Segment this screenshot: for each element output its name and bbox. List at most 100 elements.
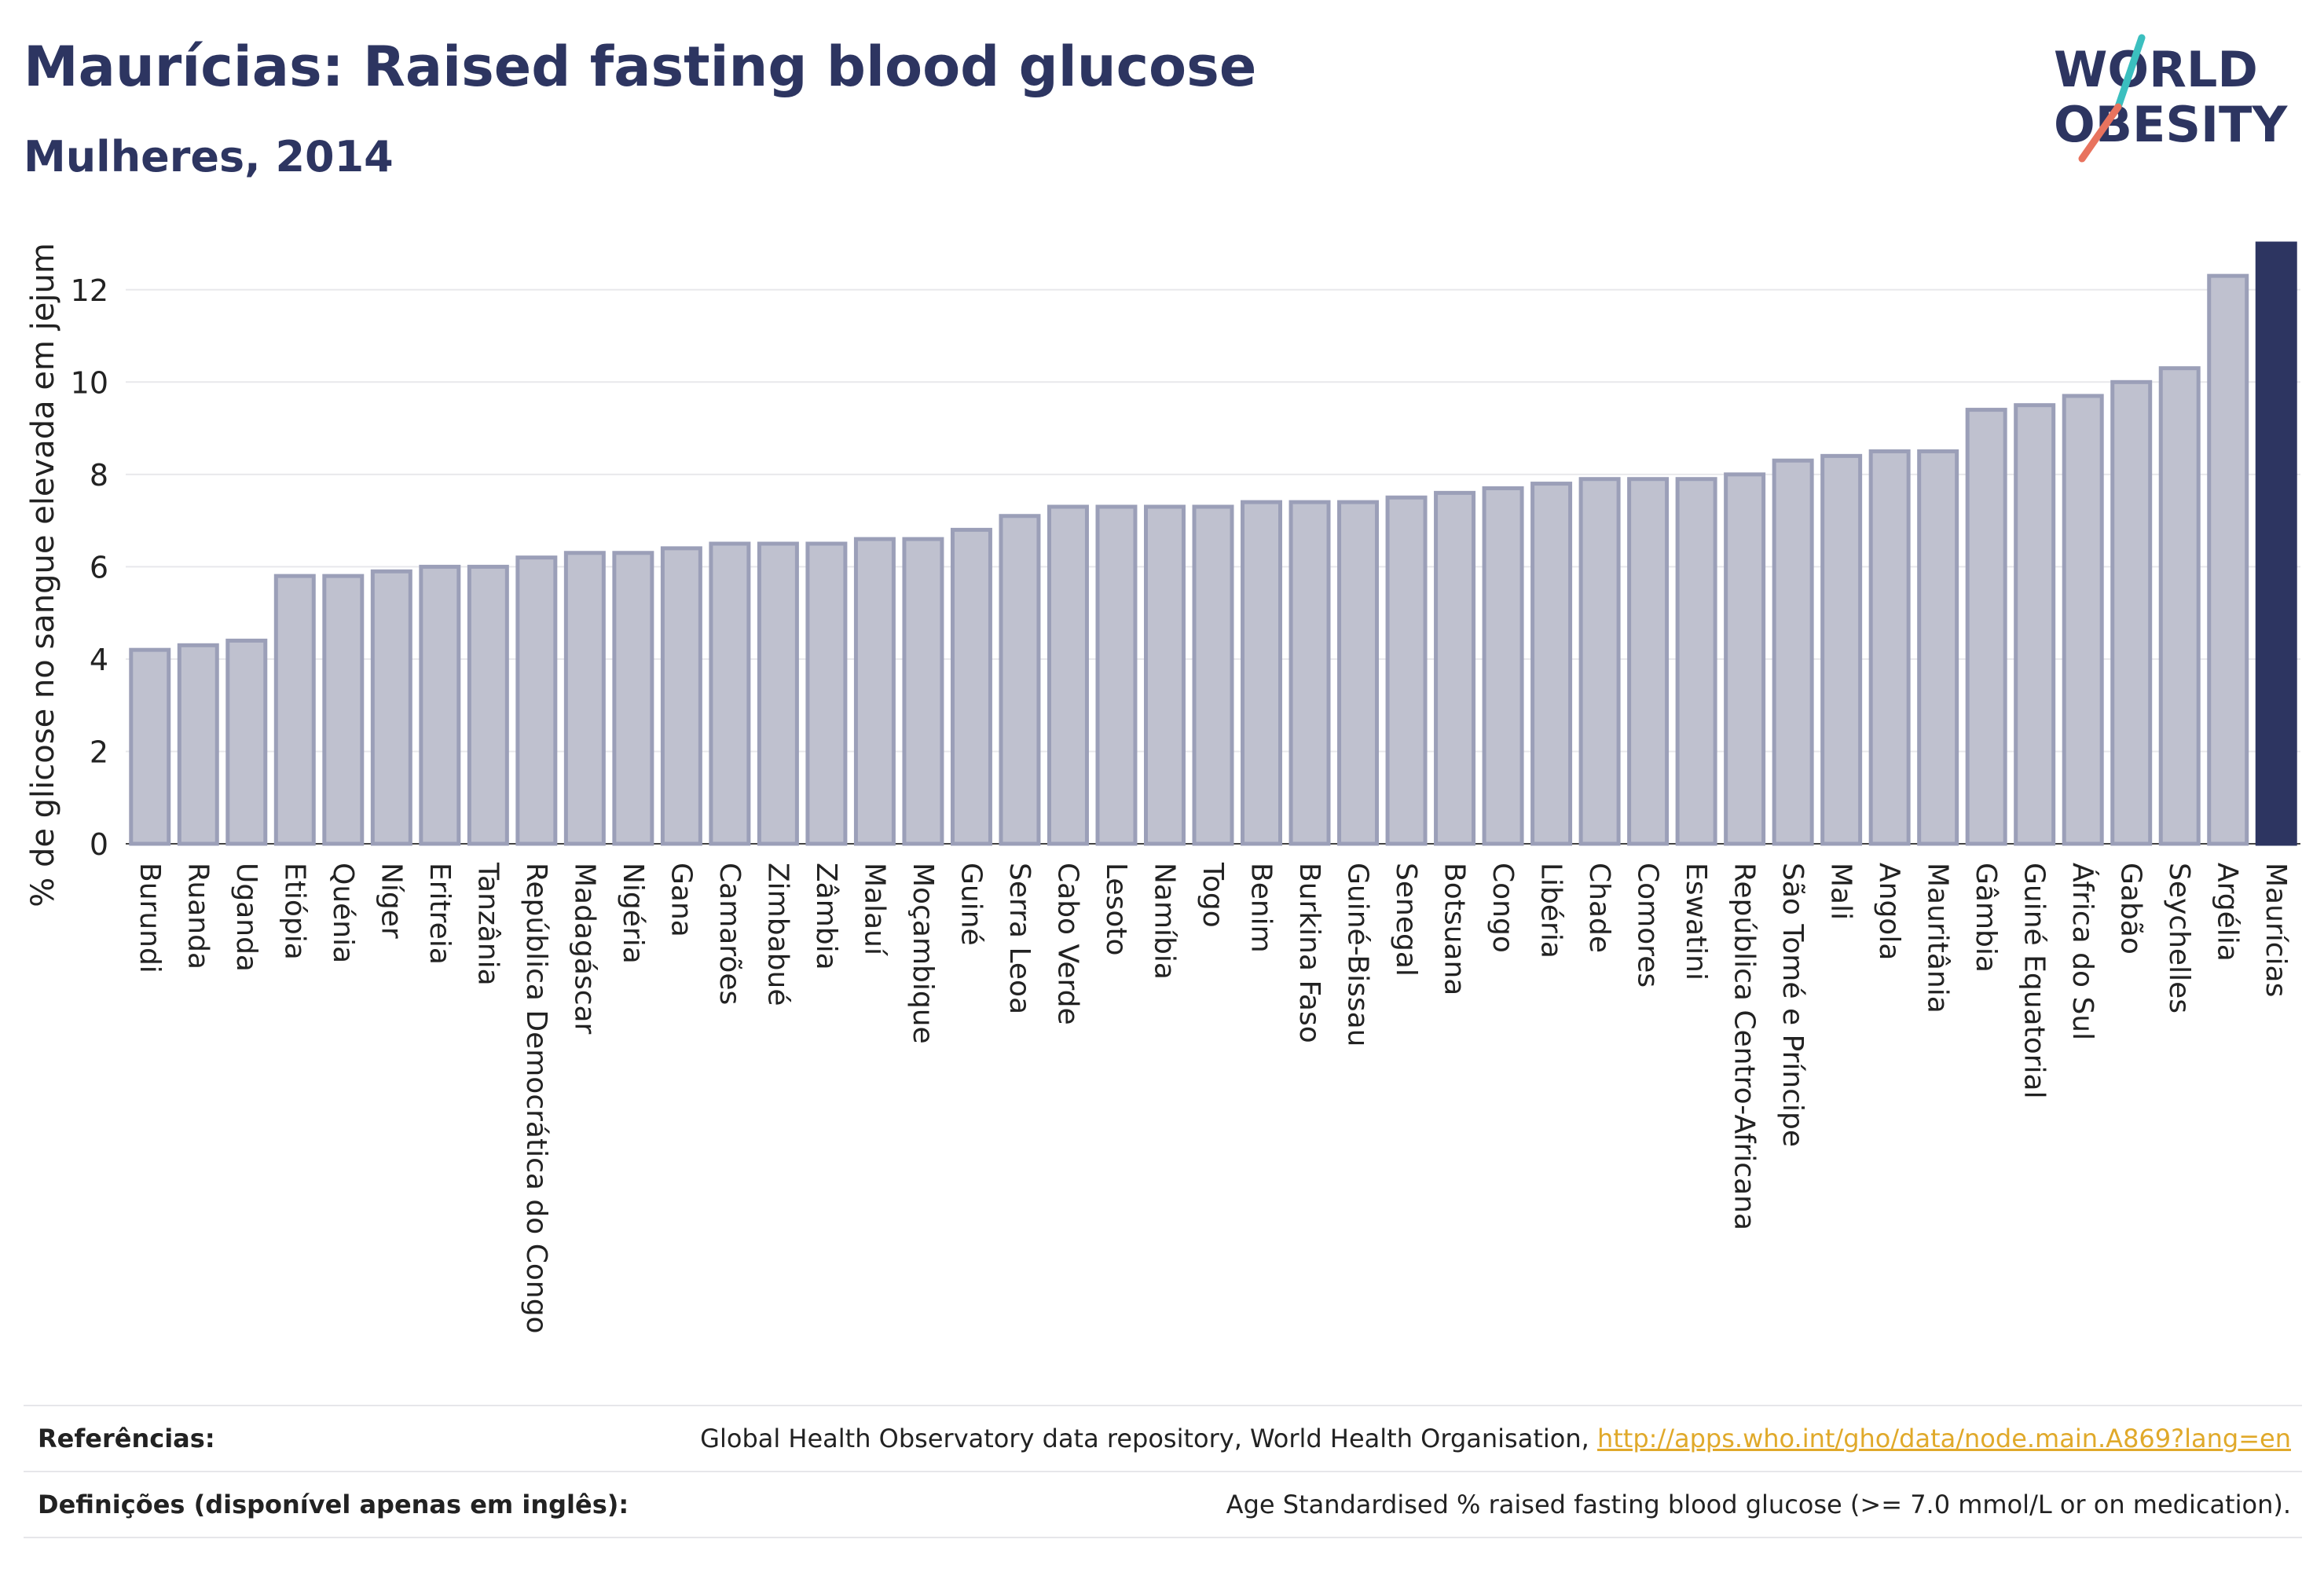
definitions-label: Definições (disponível apenas em inglês)…	[38, 1490, 629, 1519]
bar	[2110, 379, 2153, 846]
references-value: Global Health Observatory data repositor…	[700, 1424, 2302, 1453]
references-link[interactable]: http://apps.who.int/gho/data/node.main.A…	[1596, 1424, 2291, 1453]
x-tick-label: Camarões	[713, 863, 746, 1005]
bar	[1578, 477, 1621, 846]
x-tick-label: Tanzânia	[471, 862, 504, 986]
x-tick-label: Seychelles	[2163, 863, 2195, 1013]
bar	[1868, 449, 1911, 846]
x-tick-label: Lesoto	[1100, 863, 1132, 956]
x-tick-label: Botsuana	[1439, 863, 1471, 995]
bar	[853, 537, 896, 846]
bar	[1192, 504, 1234, 846]
bar	[225, 638, 268, 846]
bar	[1047, 504, 1089, 846]
y-tick-label: 2	[90, 735, 108, 769]
x-tick-label: Zâmbia	[810, 863, 842, 970]
x-tick-label: Guiné-Bissau	[1342, 863, 1374, 1046]
y-tick-label: 4	[90, 643, 108, 677]
x-tick-label: Gabão	[2115, 863, 2147, 955]
x-tick-label: Togo	[1197, 862, 1229, 928]
bar	[902, 537, 944, 846]
bar	[709, 541, 751, 846]
y-tick-label: 6	[90, 550, 108, 585]
bar	[1337, 500, 1380, 846]
bar	[1241, 500, 1283, 846]
bar	[322, 574, 365, 846]
x-tick-label: Gana	[665, 863, 697, 937]
x-tick-label: Burundi	[134, 863, 166, 973]
x-tick-label: Nigéria	[617, 863, 649, 964]
logo-slash-teal	[2114, 34, 2146, 111]
bar	[1434, 490, 1476, 846]
x-tick-label: Angola	[1873, 863, 1905, 960]
bar	[1675, 477, 1717, 846]
bar	[660, 546, 702, 846]
x-tick-label: Burkina Faso	[1293, 863, 1325, 1043]
x-tick-label: São Tomé e Príncipe	[1776, 863, 1809, 1147]
y-tick-label: 0	[90, 827, 108, 862]
x-tick-label: Namíbia	[1148, 863, 1180, 980]
bar	[805, 541, 848, 846]
x-tick-label: Guiné Equatorial	[2018, 863, 2051, 1099]
y-tick-label: 12	[71, 273, 108, 308]
x-tick-label: Níger	[375, 863, 407, 939]
x-tick-label: Malauí	[858, 863, 890, 956]
references-text: Global Health Observatory data repositor…	[700, 1424, 1597, 1453]
world-obesity-logo[interactable]: WORLD OBESITY	[2043, 31, 2310, 173]
x-tick-label: Ruanda	[181, 863, 214, 969]
x-tick-label: Cabo Verde	[1051, 863, 1083, 1025]
bar	[1627, 477, 1670, 846]
definitions-row: Definições (disponível apenas em inglês)…	[24, 1471, 2302, 1538]
bar	[370, 569, 412, 846]
bar	[612, 551, 654, 846]
y-tick-label: 8	[90, 458, 108, 493]
x-tick-label: Mauritânia	[1922, 863, 1954, 1013]
x-tick-label: Zimbabué	[761, 863, 794, 1006]
bar	[1385, 495, 1428, 846]
x-tick-label: Libéria	[1535, 863, 1567, 958]
x-tick-label: Congo	[1486, 863, 1519, 953]
x-tick-label: Mali	[1825, 863, 1857, 920]
x-tick-label: Maurícias	[2260, 863, 2292, 997]
definitions-text: Age Standardised % raised fasting blood …	[1226, 1490, 2291, 1519]
x-tick-label: Etiópia	[278, 863, 310, 960]
x-tick-label: Eswatini	[1680, 863, 1712, 980]
x-tick-label: República Centro-Africana	[1728, 863, 1761, 1230]
x-tick-label: África do Sul	[2066, 863, 2099, 1040]
bar	[2062, 394, 2104, 846]
bar	[1965, 408, 2007, 846]
bar	[999, 514, 1041, 846]
x-tick-label: Eritreia	[423, 863, 456, 965]
bar	[515, 555, 558, 846]
x-tick-label: Chade	[1583, 863, 1615, 953]
bar	[1095, 504, 1138, 846]
logo-line1: WORLD	[2054, 41, 2258, 98]
x-tick-label: Uganda	[230, 863, 262, 972]
bar	[2207, 273, 2249, 846]
x-tick-label: Moçambique	[907, 863, 939, 1044]
references-label: Referências:	[38, 1424, 215, 1453]
bar	[2158, 366, 2201, 846]
bar	[2255, 241, 2297, 846]
x-tick-label: Madagáscar	[568, 863, 600, 1035]
bar	[419, 564, 461, 846]
bar	[1482, 486, 1524, 846]
x-tick-label: Argélia	[2212, 863, 2244, 962]
x-tick-label: Serra Leoa	[1003, 863, 1036, 1014]
y-axis-title: % de glicose no sangue elevada em jejum	[25, 243, 61, 907]
x-tick-label: Comores	[1632, 863, 1664, 988]
bar	[1772, 458, 1814, 846]
bar	[2014, 403, 2056, 846]
y-tick-label: 10	[71, 365, 108, 400]
references-row: Referências: Global Health Observatory d…	[24, 1405, 2302, 1471]
bar	[1724, 472, 1766, 846]
x-tick-label: Benim	[1245, 863, 1277, 953]
bar	[1820, 453, 1863, 846]
chart-title: Maurícias: Raised fasting blood glucose	[24, 35, 1257, 99]
bar	[1530, 482, 1573, 846]
references-table: Referências: Global Health Observatory d…	[24, 1405, 2302, 1538]
bar	[757, 541, 799, 846]
x-tick-label: Senegal	[1390, 863, 1422, 977]
bar	[563, 551, 606, 846]
logo-slash-coral	[2078, 103, 2122, 163]
